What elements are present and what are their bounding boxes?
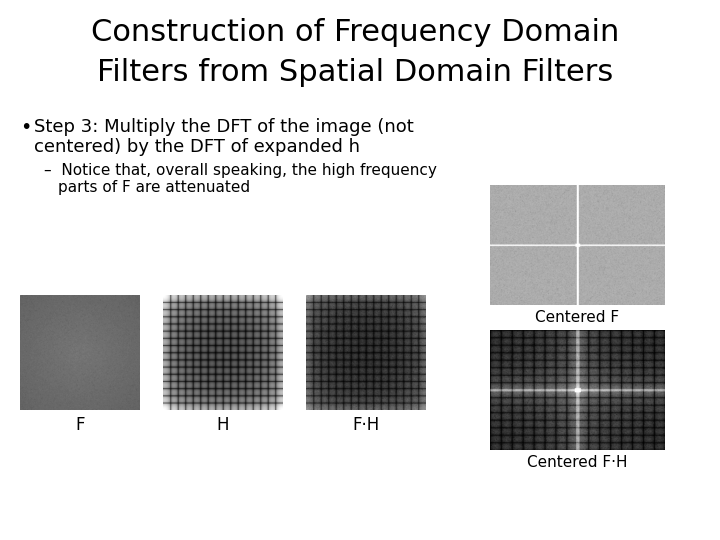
Text: centered) by the DFT of expanded h: centered) by the DFT of expanded h [34, 138, 360, 156]
Text: Construction of Frequency Domain: Construction of Frequency Domain [91, 18, 619, 47]
Text: F: F [76, 416, 85, 434]
Text: •: • [20, 118, 32, 137]
Text: Centered F·H: Centered F·H [527, 455, 628, 470]
Text: F·H: F·H [352, 416, 379, 434]
Text: Centered F: Centered F [536, 310, 620, 325]
Text: Step 3: Multiply the DFT of the image (not: Step 3: Multiply the DFT of the image (n… [34, 118, 414, 136]
Text: –  Notice that, overall speaking, the high frequency: – Notice that, overall speaking, the hig… [44, 163, 437, 178]
Text: Filters from Spatial Domain Filters: Filters from Spatial Domain Filters [97, 58, 613, 87]
Text: H: H [217, 416, 229, 434]
Text: parts of F are attenuated: parts of F are attenuated [58, 180, 250, 195]
